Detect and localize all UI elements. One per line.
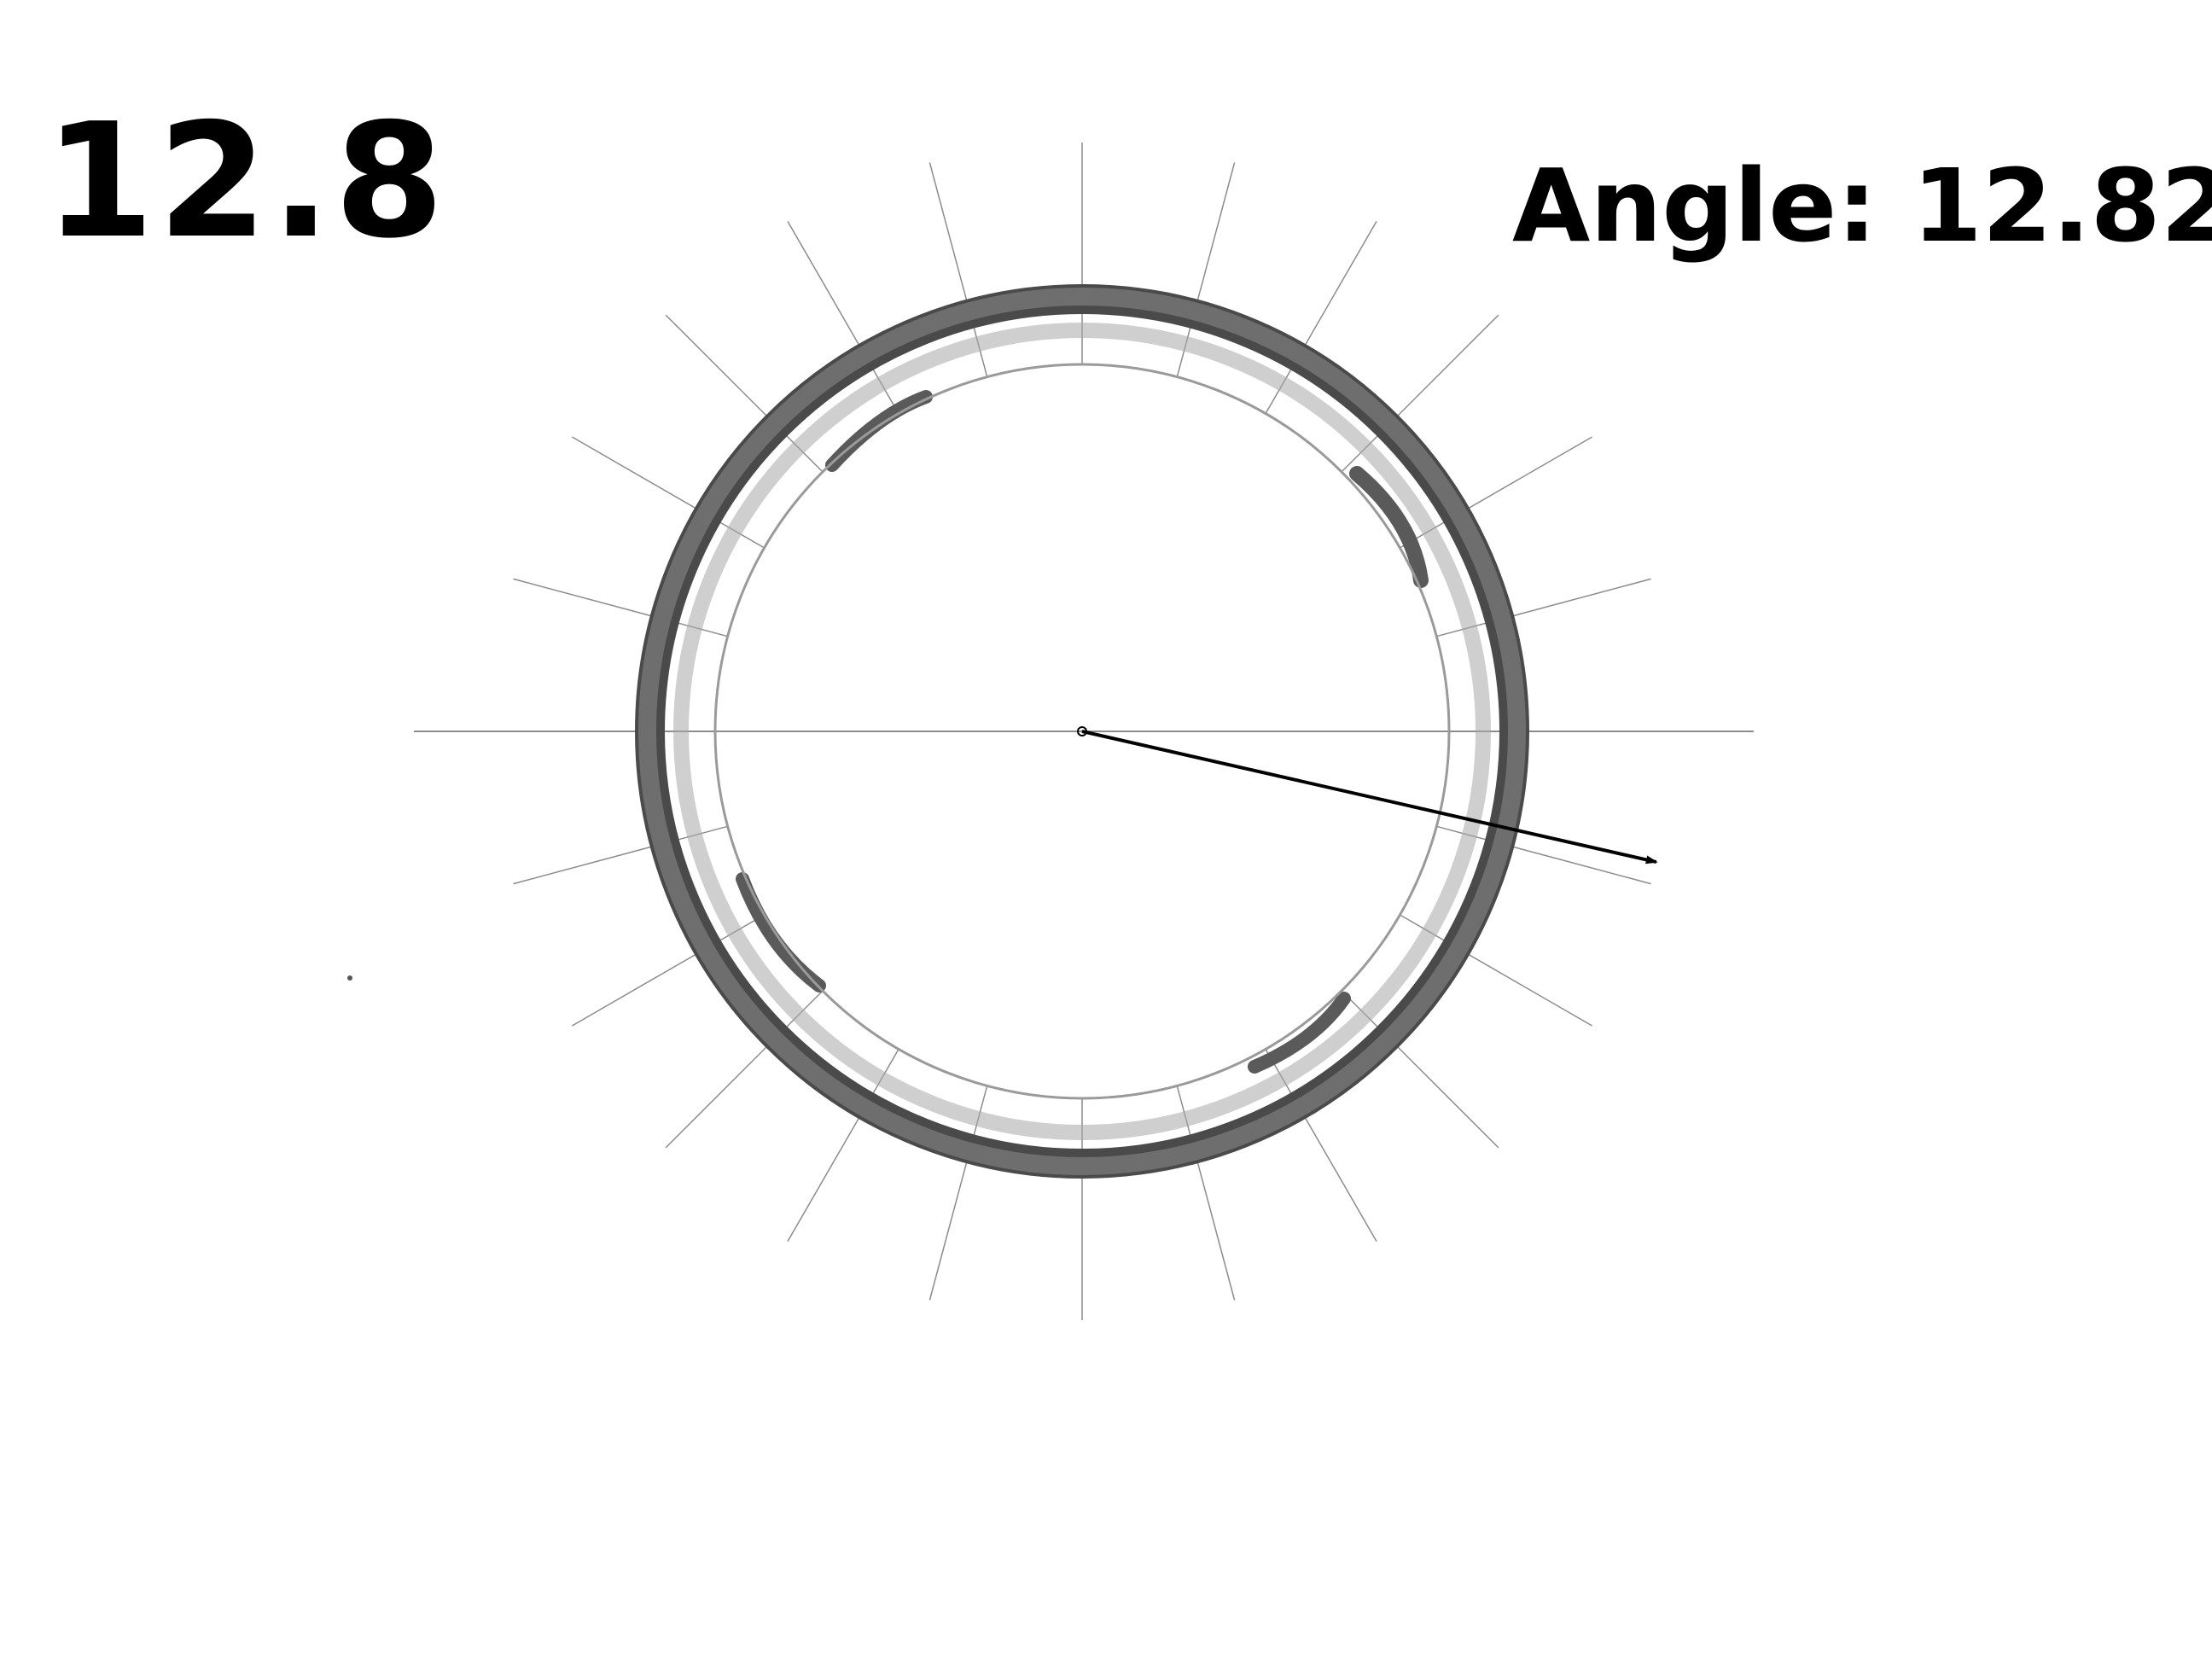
ring-dark-band xyxy=(656,306,1508,1157)
debris-dot xyxy=(347,975,352,981)
reference-circle xyxy=(713,363,1451,1100)
angle-label: Angle: xyxy=(1512,147,1877,265)
ring-outline xyxy=(635,284,1529,1179)
angle-readout: Angle: 12.82 xyxy=(1512,155,2212,256)
ring-edge xyxy=(635,284,1529,1179)
angle-arrow xyxy=(1081,730,1658,864)
inner-blob-upper-right xyxy=(1349,466,1429,588)
ring-outer-band xyxy=(637,287,1527,1176)
ring-inner-band xyxy=(673,323,1491,1140)
inner-blob-lower-right xyxy=(1248,992,1351,1074)
large-angle-value: 12.8 xyxy=(44,89,448,273)
angle-value: 12.82 xyxy=(1912,147,2212,265)
